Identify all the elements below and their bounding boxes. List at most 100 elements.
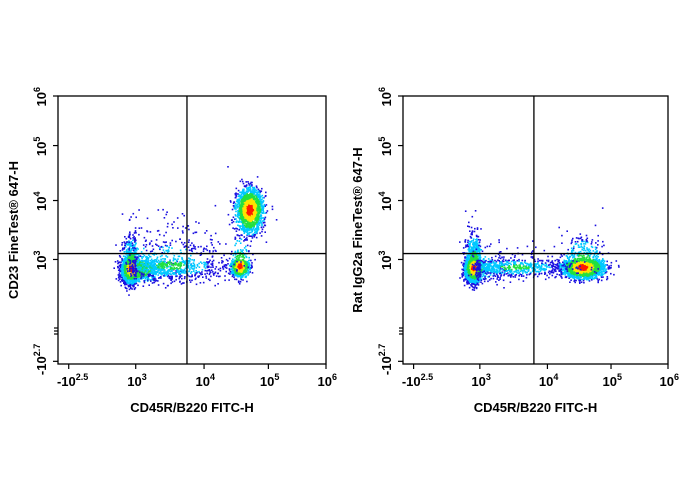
event-point	[138, 278, 140, 280]
event-point	[119, 272, 121, 274]
event-point	[246, 187, 248, 189]
event-point	[261, 235, 263, 237]
event-point	[117, 263, 119, 265]
event-point	[260, 201, 262, 203]
event-point	[254, 203, 256, 205]
event-point	[256, 189, 258, 191]
event-point	[245, 192, 247, 194]
event-point	[129, 282, 131, 284]
event-point	[130, 280, 132, 282]
event-point	[253, 227, 255, 229]
event-point	[138, 274, 140, 276]
event-point	[121, 258, 123, 260]
event-point	[132, 283, 134, 285]
event-point	[258, 218, 260, 220]
event-point	[257, 197, 259, 199]
event-point	[118, 274, 120, 276]
event-point	[130, 243, 132, 245]
event-point	[150, 280, 152, 282]
event-point	[236, 230, 238, 232]
event-point	[253, 212, 255, 214]
event-point	[239, 214, 241, 216]
event-point	[254, 223, 256, 225]
event-point	[233, 205, 235, 207]
event-point	[259, 210, 261, 212]
event-point	[127, 278, 129, 280]
event-point	[121, 279, 123, 281]
event-point	[125, 269, 127, 271]
event-point	[261, 203, 263, 205]
event-point	[120, 266, 122, 268]
event-point	[246, 239, 248, 241]
event-point	[123, 248, 125, 250]
event-point	[120, 285, 122, 287]
event-point	[240, 181, 242, 183]
event-point	[124, 236, 126, 238]
event-point	[120, 281, 122, 283]
event-point	[122, 249, 124, 251]
event-point	[251, 205, 253, 207]
event-point	[233, 203, 235, 205]
event-point	[126, 267, 128, 269]
event-point	[235, 203, 237, 205]
event-point	[152, 250, 154, 252]
event-point	[137, 285, 139, 287]
event-point	[260, 216, 262, 218]
event-point	[263, 207, 265, 209]
event-point	[246, 204, 248, 206]
event-point	[255, 194, 257, 196]
event-point	[256, 210, 258, 212]
event-point	[237, 206, 239, 208]
event-point	[253, 217, 255, 219]
event-point	[251, 191, 253, 193]
event-point	[239, 221, 241, 223]
event-point	[143, 244, 145, 246]
event-point	[129, 235, 131, 237]
event-point	[160, 246, 162, 248]
event-point	[247, 218, 249, 220]
event-point	[149, 256, 151, 258]
event-point	[123, 255, 125, 257]
event-point	[247, 181, 249, 183]
event-point	[262, 212, 264, 214]
event-point	[123, 278, 125, 280]
event-point	[136, 250, 138, 252]
event-point	[265, 192, 267, 194]
event-point	[240, 197, 242, 199]
event-point	[238, 196, 240, 198]
event-point	[249, 201, 251, 203]
event-point	[132, 239, 134, 241]
event-point	[235, 194, 237, 196]
event-point	[237, 193, 239, 195]
event-point	[120, 250, 122, 252]
event-point	[248, 210, 250, 212]
event-point	[237, 199, 239, 201]
event-point	[125, 259, 127, 261]
event-point	[126, 241, 128, 243]
event-point	[246, 193, 248, 195]
event-point	[242, 221, 244, 223]
event-point	[141, 251, 143, 253]
event-point	[126, 288, 128, 290]
event-point	[237, 225, 239, 227]
event-point	[121, 244, 123, 246]
event-point	[260, 191, 262, 193]
event-point	[243, 196, 245, 198]
event-point	[257, 176, 259, 178]
event-point	[255, 222, 257, 224]
event-point	[245, 220, 247, 222]
event-point	[235, 228, 237, 230]
event-point	[276, 219, 278, 221]
event-point	[245, 226, 247, 228]
event-point	[143, 248, 145, 250]
event-point	[239, 192, 241, 194]
event-point	[126, 274, 128, 276]
event-point	[238, 204, 240, 206]
event-point	[259, 203, 261, 205]
event-point	[248, 230, 250, 232]
event-point	[235, 211, 237, 213]
event-point	[245, 181, 247, 183]
event-point	[150, 251, 152, 253]
